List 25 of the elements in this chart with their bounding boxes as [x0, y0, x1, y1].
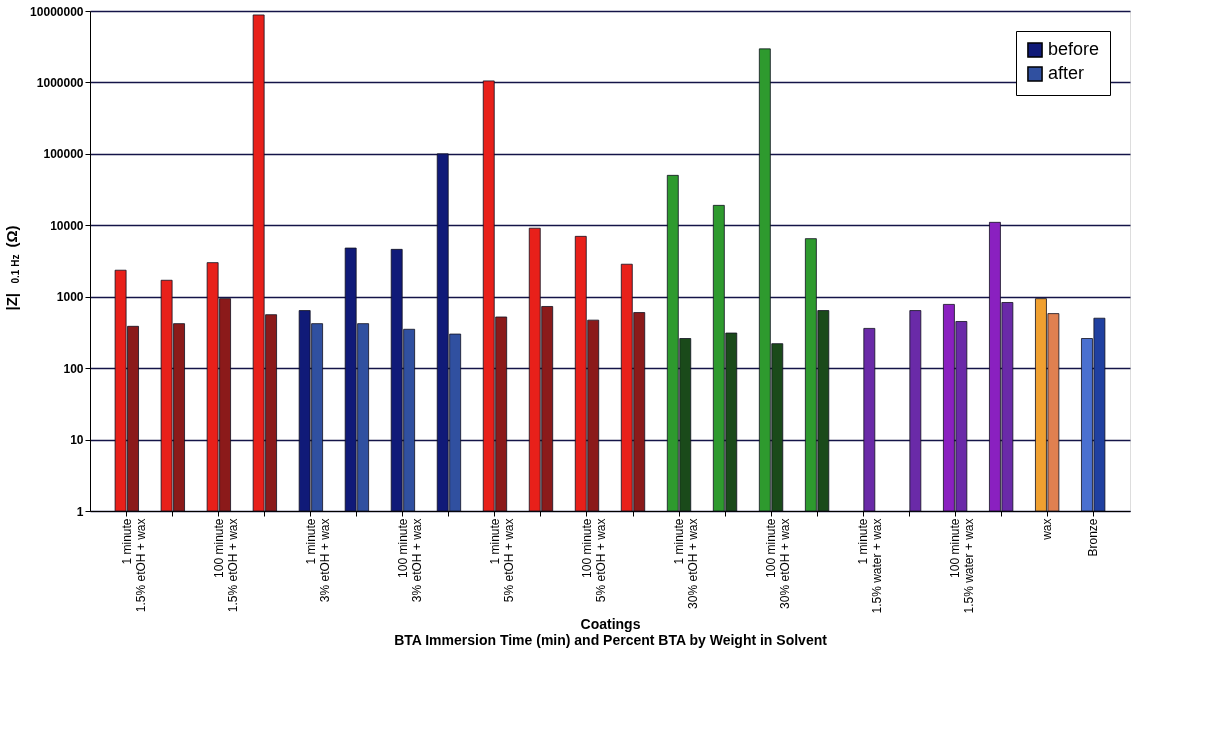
y-tick-label: 1 [76, 504, 84, 519]
text: BTA Immersion Time (min) and Percent BTA by Weight in Solvent [394, 631, 828, 648]
x-tick-label: 1 minute 1.5% etOH + wax [119, 518, 148, 613]
x-tick-label: wax [1040, 518, 1055, 541]
y-tick-label: 100000 [43, 147, 84, 162]
x-tick-label: 100 minute 30% etOH + wax [764, 518, 793, 609]
legend-label: before [1048, 39, 1100, 59]
y-tick-label: 10 [70, 433, 84, 448]
x-tick-label: 1 minute 30% etOH + wax [672, 518, 701, 609]
x-tick-label: Bronze [1086, 518, 1101, 557]
x-axis-title: Coatings [580, 615, 641, 632]
y-tick-label: 10000 [50, 218, 84, 233]
x-tick-label: 100 minute 5% etOH + wax [579, 518, 608, 603]
x-tick-label: 1 minute 5% etOH + wax [487, 518, 516, 603]
y-axis-title: |Z|0.1 Hz (Ω) [3, 225, 21, 311]
x-tick-label: 100 minute 3% etOH + wax [395, 518, 424, 603]
y-tick-label: 10000000 [30, 4, 84, 19]
x-tick-label: 100 minute 1.5% water + wax [948, 518, 977, 614]
y-tick-label: 1000 [56, 290, 84, 305]
x-tick-label: 100 minute 1.5% etOH + wax [211, 518, 240, 613]
x-tick-label: 1 minute 3% etOH + wax [303, 518, 332, 603]
y-tick-label: 100 [63, 361, 84, 376]
y-tick-label: 1000000 [36, 75, 84, 90]
legend-label: after [1048, 63, 1085, 83]
x-tick-label: 1 minute 1.5% water + wax [856, 518, 885, 614]
